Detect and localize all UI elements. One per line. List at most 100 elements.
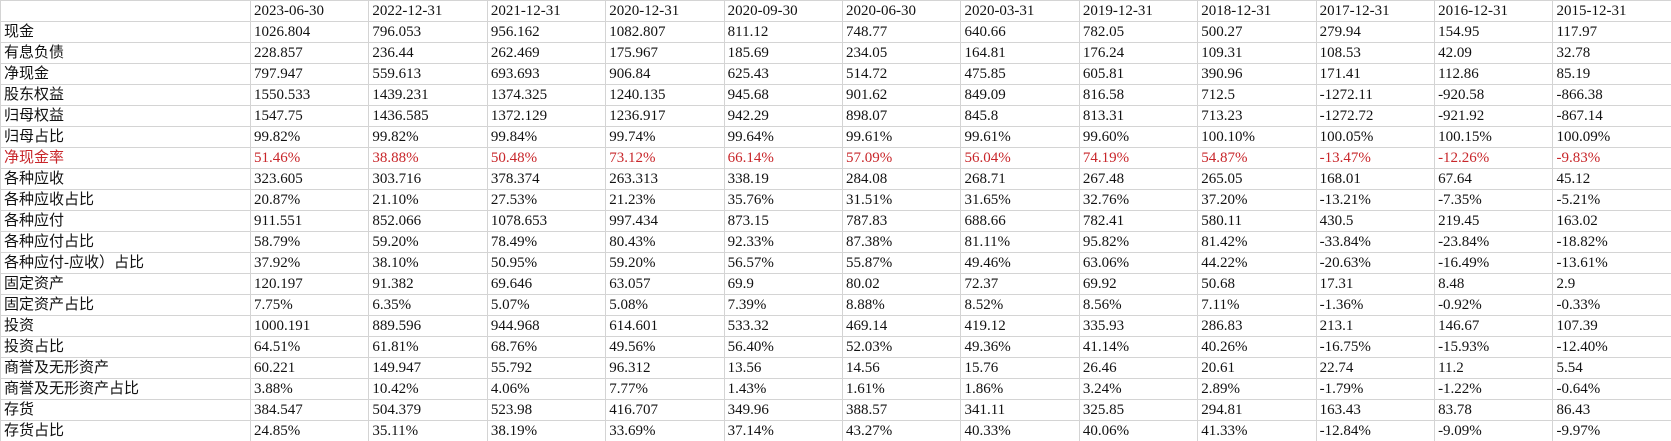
data-cell: 7.39% xyxy=(723,294,844,316)
data-cell: 154.95 xyxy=(1434,21,1554,43)
data-cell: 50.68 xyxy=(1197,273,1317,295)
row-label: 各种应付-应收）占比 xyxy=(0,252,251,274)
data-cell: 63.06% xyxy=(1078,252,1199,274)
data-cell: 11.2 xyxy=(1434,357,1554,379)
data-cell: -12.26% xyxy=(1434,147,1554,169)
data-cell: 112.86 xyxy=(1434,63,1554,85)
data-cell: 99.60% xyxy=(1078,126,1199,148)
data-cell: 416.707 xyxy=(605,399,725,421)
column-header: 2018-12-31 xyxy=(1197,0,1317,22)
data-cell: 85.19 xyxy=(1552,63,1671,85)
data-cell: 323.605 xyxy=(249,168,370,190)
data-cell: 219.45 xyxy=(1434,210,1554,232)
data-cell: 54.87% xyxy=(1197,147,1317,169)
data-cell: 81.42% xyxy=(1197,231,1317,253)
data-cell: 69.646 xyxy=(486,273,607,295)
data-cell: 816.58 xyxy=(1078,84,1199,106)
data-cell: 99.74% xyxy=(605,126,725,148)
data-cell: 99.82% xyxy=(368,126,488,148)
data-cell: 91.382 xyxy=(368,273,488,295)
data-cell: 33.69% xyxy=(605,420,725,441)
data-cell: 44.22% xyxy=(1197,252,1317,274)
data-cell: 41.33% xyxy=(1197,420,1317,441)
data-cell: -23.84% xyxy=(1434,231,1554,253)
column-header: 2020-09-30 xyxy=(723,0,844,22)
data-cell: 40.06% xyxy=(1078,420,1199,441)
data-cell: 303.716 xyxy=(368,168,488,190)
data-cell: 294.81 xyxy=(1197,399,1317,421)
data-cell: 335.93 xyxy=(1078,315,1199,337)
data-cell: 1550.533 xyxy=(249,84,370,106)
data-row: 各种应收占比 20.87% 21.10% 27.53% 21.23% 35.76% 31.5… xyxy=(0,189,1671,211)
data-cell: 1439.231 xyxy=(368,84,488,106)
data-cell: 26.46 xyxy=(1078,357,1199,379)
column-header: 2017-12-31 xyxy=(1315,0,1436,22)
data-cell: 38.88% xyxy=(368,147,488,169)
data-cell: 17.31 xyxy=(1315,273,1436,295)
data-cell: 605.81 xyxy=(1078,63,1199,85)
row-label: 有息负债 xyxy=(0,42,251,64)
data-cell: 475.85 xyxy=(960,63,1080,85)
data-cell: 99.61% xyxy=(960,126,1080,148)
data-cell: 21.10% xyxy=(368,189,488,211)
data-cell: 284.08 xyxy=(842,168,962,190)
data-cell: 1436.585 xyxy=(368,105,488,127)
data-cell: -16.75% xyxy=(1315,336,1436,358)
data-cell: -15.93% xyxy=(1434,336,1554,358)
data-cell: 99.64% xyxy=(723,126,844,148)
data-cell: 37.92% xyxy=(249,252,370,274)
data-cell: 108.53 xyxy=(1315,42,1436,64)
data-cell: 6.35% xyxy=(368,294,488,316)
row-label: 商誉及无形资产 xyxy=(0,357,251,379)
data-cell: 64.51% xyxy=(249,336,370,358)
data-cell: 20.61 xyxy=(1197,357,1317,379)
data-cell: 748.77 xyxy=(842,21,962,43)
data-cell: 625.43 xyxy=(723,63,844,85)
data-cell: 74.19% xyxy=(1078,147,1199,169)
data-cell: -0.33% xyxy=(1552,294,1671,316)
data-cell: -866.38 xyxy=(1552,84,1671,106)
data-row: 净现金率 51.46% 38.88% 50.48% 73.12% 66.14% 57.09%… xyxy=(0,147,1671,169)
data-cell: -1.22% xyxy=(1434,378,1554,400)
data-cell: 4.06% xyxy=(486,378,607,400)
data-row: 商誉及无形资产 60.221 149.947 55.792 96.312 13.56 14.… xyxy=(0,357,1671,379)
row-label: 各种应收占比 xyxy=(0,189,251,211)
data-cell: 73.12% xyxy=(605,147,725,169)
data-cell: 8.56% xyxy=(1078,294,1199,316)
row-label: 净现金率 xyxy=(0,147,251,169)
data-cell: -9.09% xyxy=(1434,420,1554,441)
row-label: 各种应付 xyxy=(0,210,251,232)
data-row: 各种应收 323.605 303.716 378.374 263.313 338.19 28… xyxy=(0,168,1671,190)
data-cell: 32.78 xyxy=(1552,42,1671,64)
data-cell: 3.24% xyxy=(1078,378,1199,400)
data-cell: 95.82% xyxy=(1078,231,1199,253)
data-cell: 43.27% xyxy=(842,420,962,441)
data-cell: 213.1 xyxy=(1315,315,1436,337)
data-cell: 59.20% xyxy=(605,252,725,274)
data-row: 存货 384.547 504.379 523.98 416.707 349.96 388.5… xyxy=(0,399,1671,421)
data-cell: 390.96 xyxy=(1197,63,1317,85)
data-cell: 171.41 xyxy=(1315,63,1436,85)
data-cell: 67.64 xyxy=(1434,168,1554,190)
data-cell: 228.857 xyxy=(249,42,370,64)
data-cell: 419.12 xyxy=(960,315,1080,337)
data-cell: 22.74 xyxy=(1315,357,1436,379)
data-row: 固定资产 120.197 91.382 69.646 63.057 69.9 80.02 72… xyxy=(0,273,1671,295)
data-cell: 469.14 xyxy=(842,315,962,337)
data-cell: 712.5 xyxy=(1197,84,1317,106)
data-cell: 811.12 xyxy=(723,21,844,43)
data-cell: 107.39 xyxy=(1552,315,1671,337)
data-cell: -12.40% xyxy=(1552,336,1671,358)
data-cell: 265.05 xyxy=(1197,168,1317,190)
row-label: 各种应付占比 xyxy=(0,231,251,253)
data-cell: 31.51% xyxy=(842,189,962,211)
column-header: 2020-03-31 xyxy=(960,0,1080,22)
data-cell: 41.14% xyxy=(1078,336,1199,358)
data-cell: 49.46% xyxy=(960,252,1080,274)
data-cell: 69.92 xyxy=(1078,273,1199,295)
data-cell: 27.53% xyxy=(486,189,607,211)
data-cell: 68.76% xyxy=(486,336,607,358)
data-cell: 514.72 xyxy=(842,63,962,85)
data-cell: -20.63% xyxy=(1315,252,1436,274)
